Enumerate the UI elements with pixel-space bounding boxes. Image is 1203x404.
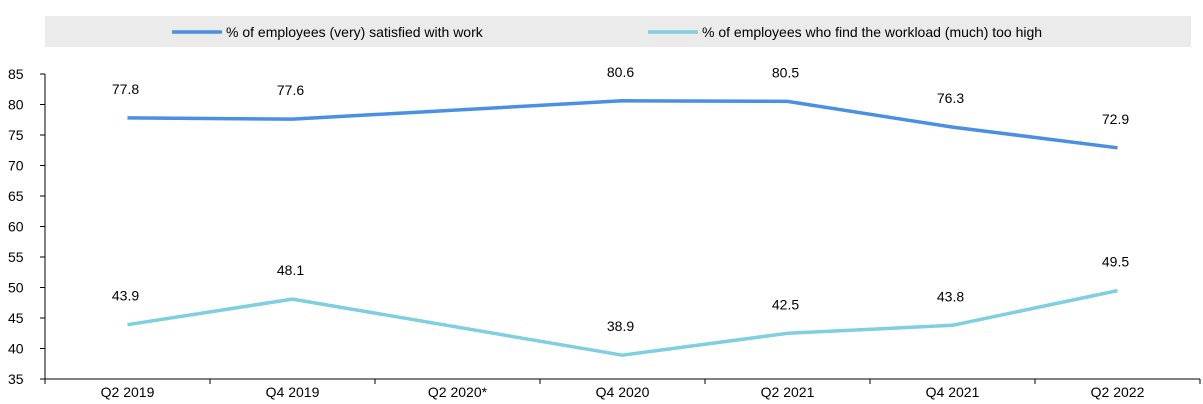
data-label: 43.8 [937, 288, 964, 304]
x-tick-label: Q2 2021 [761, 384, 815, 400]
x-tick-label: Q2 2020* [428, 384, 488, 400]
y-tick-label: 50 [8, 280, 24, 296]
legend-label-satisfied: % of employees (very) satisfied with wor… [226, 24, 484, 40]
data-label: 43.9 [112, 288, 139, 304]
data-label: 72.9 [1102, 111, 1129, 127]
data-label: 77.8 [112, 81, 139, 97]
x-tick-label: Q2 2019 [101, 384, 155, 400]
legend-entry-workload: % of employees who find the workload (mu… [648, 24, 1042, 40]
legend-label-workload: % of employees who find the workload (mu… [702, 24, 1042, 40]
data-label: 76.3 [937, 90, 964, 106]
y-tick-label: 85 [8, 66, 24, 82]
data-label: 80.5 [772, 64, 799, 80]
x-tick-label: Q4 2020 [596, 384, 650, 400]
x-tick-label: Q4 2021 [926, 384, 980, 400]
series-lines [127, 99, 1118, 357]
y-tick-label: 80 [8, 97, 24, 113]
y-tick-label: 75 [8, 127, 24, 143]
data-label: 48.1 [277, 262, 304, 278]
data-label: 49.5 [1102, 254, 1129, 270]
y-tick-label: 70 [8, 158, 24, 174]
data-labels: 77.8 77.6 80.6 80.5 76.3 72.9 43.9 48.1 38.9 42.5… [112, 64, 1129, 334]
data-label: 38.9 [607, 318, 634, 334]
y-tick-label: 55 [8, 249, 24, 265]
y-tick-label: 65 [8, 188, 24, 204]
series-line-1 [127, 288, 1118, 357]
y-axis: 35 40 45 50 55 60 65 70 75 80 85 [8, 66, 46, 387]
data-label: 77.6 [277, 82, 304, 98]
x-tick-label: Q4 2019 [266, 384, 320, 400]
y-tick-label: 35 [8, 371, 24, 387]
data-label: 42.5 [772, 296, 799, 312]
series-line-0 [127, 99, 1118, 150]
y-tick-label: 45 [8, 310, 24, 326]
y-tick-label: 60 [8, 219, 24, 235]
x-tick-label: Q2 2022 [1091, 384, 1145, 400]
data-label: 80.6 [607, 64, 634, 80]
y-tick-label: 40 [8, 341, 24, 357]
x-axis: Q2 2019 Q4 2019 Q2 2020* Q4 2020 Q2 2021 Q4 2… [44, 378, 1201, 400]
legend-entry-satisfied: % of employees (very) satisfied with wor… [172, 24, 484, 40]
legend-background [45, 16, 1191, 47]
